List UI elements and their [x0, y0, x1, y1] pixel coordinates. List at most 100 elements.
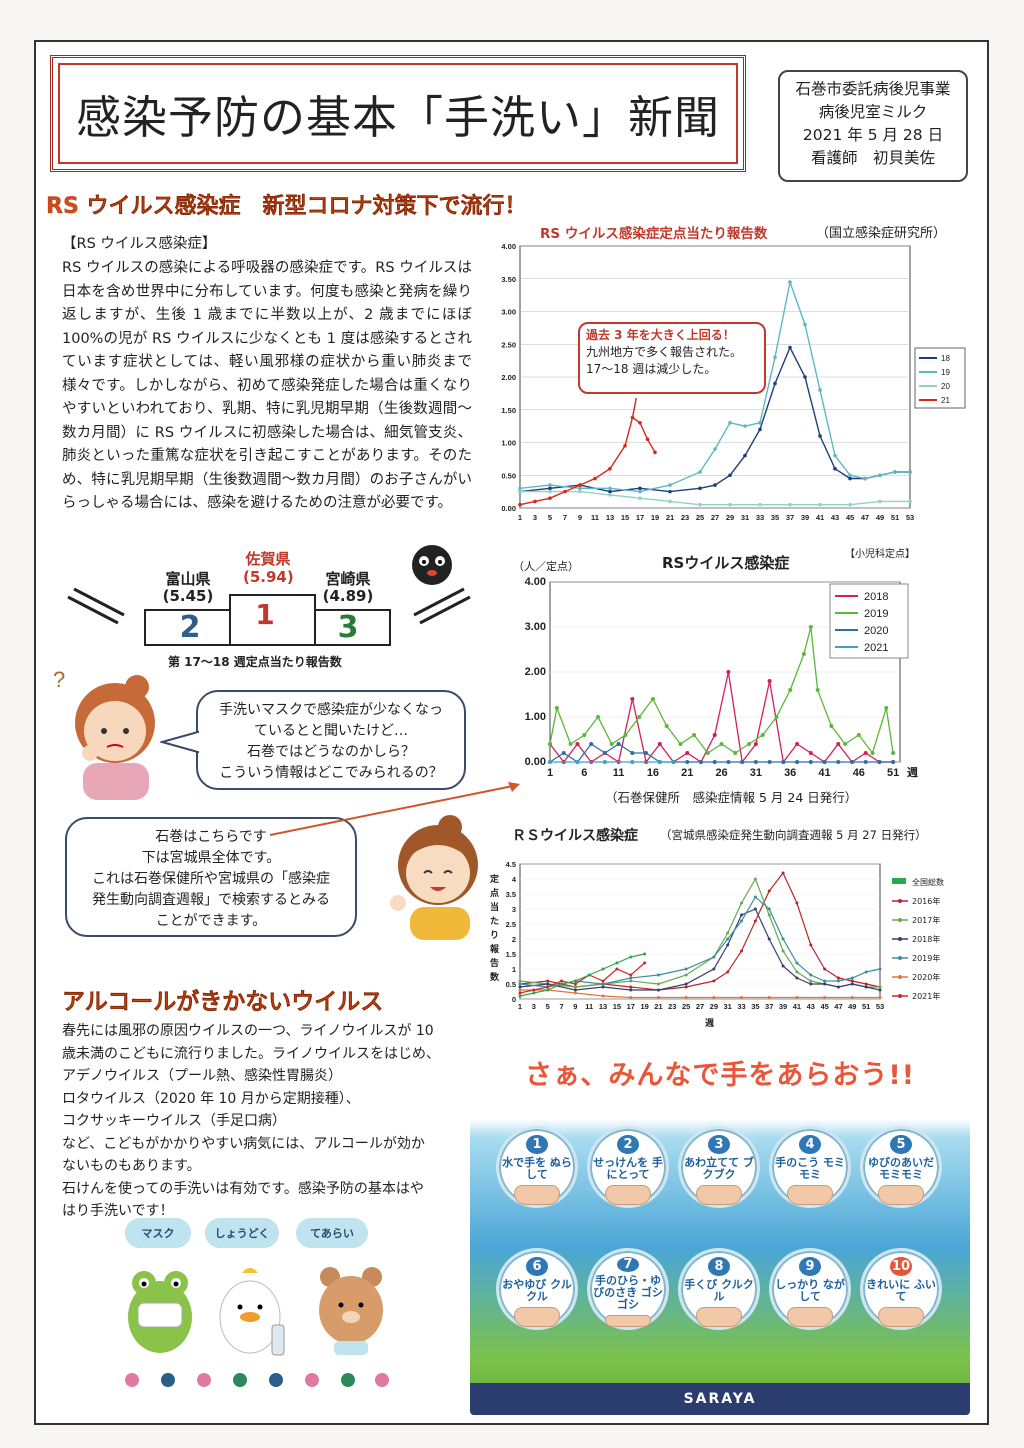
data-point: [788, 502, 792, 507]
data-point: [753, 877, 757, 881]
data-point: [656, 988, 660, 992]
data-point: [629, 973, 633, 977]
poster-title: さぁ、みんなで手をあらおう!!: [524, 1060, 916, 1091]
data-point: [850, 996, 854, 999]
data-point: [848, 502, 852, 507]
right-speed-lines: [413, 587, 471, 625]
data-point: [758, 421, 762, 425]
y-axis-char: た: [490, 916, 499, 927]
x-tick-label: 51: [891, 513, 899, 522]
data-point: [623, 443, 627, 448]
data-point: [712, 996, 716, 999]
x-axis-suffix: 週: [907, 765, 918, 779]
y-tick-label: 1.5: [506, 950, 516, 959]
annotation-line: 過去 3 年を大きく上回る！: [586, 328, 735, 342]
x-tick-label: 13: [606, 513, 614, 522]
handwash-step: 1 水で手を ぬらして: [496, 1126, 578, 1208]
chart1-source: （国立感染症研究所）: [816, 226, 947, 241]
data-point: [726, 931, 730, 935]
data-point: [788, 345, 792, 350]
x-tick-label: 47: [861, 513, 869, 522]
x-tick-label: 51: [887, 767, 899, 779]
data-point: [698, 470, 702, 474]
hands-icon: [696, 1185, 742, 1205]
data-point: [803, 375, 807, 379]
data-point: [767, 937, 771, 941]
x-tick-label: 29: [710, 1002, 718, 1011]
data-point: [726, 937, 730, 941]
data-point: [809, 982, 813, 986]
data-point: [850, 979, 854, 983]
x-tick-label: 1: [518, 1002, 522, 1011]
decorative-paws: [125, 1373, 389, 1387]
step-number: 4: [799, 1135, 821, 1155]
data-point: [623, 733, 628, 737]
hands-icon: [787, 1185, 833, 1205]
data-point: [809, 973, 813, 977]
y-axis-char: 点: [490, 887, 499, 899]
x-tick-label: 46: [853, 767, 865, 779]
data-point: [726, 760, 731, 764]
data-point: [630, 751, 635, 755]
data-point: [638, 496, 642, 500]
data-point: [878, 499, 882, 504]
data-point: [573, 988, 577, 992]
podium-caption: 第 17～18 週定点当たり報告数: [168, 655, 342, 669]
y-tick-label: 0.50: [501, 471, 516, 480]
data-point: [753, 907, 757, 911]
chart2-corner: 【小児科定点】: [845, 549, 915, 560]
hands-icon: [787, 1307, 833, 1327]
plot-area: [519, 863, 881, 1000]
x-tick-label: 31: [750, 767, 762, 779]
data-point: [601, 982, 605, 986]
data-point: [546, 988, 550, 992]
data-point: [767, 996, 771, 999]
text-line: コクサッキーウイルス（手足口病）: [62, 1113, 286, 1129]
text-line: 歳未満のこどもに流行りました。ライノウイルスをはじめ、: [62, 1045, 440, 1062]
x-tick-label: 45: [846, 513, 854, 522]
data-point: [884, 706, 889, 710]
data-point: [864, 985, 868, 989]
series-line-2016年: [519, 871, 881, 991]
text-line: ロタウイルス（2020 年 10 月から定期接種）、: [62, 1090, 360, 1107]
x-tick-label: 49: [876, 513, 884, 522]
data-point: [609, 742, 614, 746]
handwash-step: 2 せっけんを 手にとって: [587, 1126, 669, 1208]
data-point: [712, 733, 717, 737]
data-point: [698, 486, 702, 491]
data-point: [740, 760, 745, 764]
data-point: [781, 949, 785, 953]
x-tick-label: 43: [807, 1002, 815, 1011]
data-point: [615, 961, 619, 965]
step-number: 2: [617, 1135, 639, 1155]
bubble-tail: [160, 730, 200, 754]
data-point: [747, 742, 752, 746]
data-point: [578, 483, 582, 487]
data-point: [795, 961, 799, 965]
second-value: (5.45): [162, 587, 214, 605]
legend-marker: [898, 918, 902, 922]
mascot-label-handwash: てあらい: [296, 1218, 368, 1248]
x-tick-label: 11: [585, 1002, 593, 1011]
data-point: [684, 967, 688, 971]
data-point: [518, 982, 522, 986]
data-point: [773, 381, 777, 386]
data-point: [629, 979, 633, 983]
data-point: [668, 483, 672, 487]
question-bubble: 手洗いマスクで感染症が少なくなっ ているとと聞いたけど… 石巻ではどうなのかしら…: [196, 690, 466, 790]
y-tick-label: 0: [512, 995, 516, 1004]
x-tick-label: 36: [784, 767, 796, 779]
legend-label: 2020年: [912, 972, 940, 982]
data-point: [795, 970, 799, 974]
hands-icon: [605, 1315, 651, 1327]
data-point: [653, 450, 657, 455]
data-point: [809, 943, 813, 947]
data-point: [560, 982, 564, 986]
data-point: [518, 994, 522, 998]
title-frame: 感染予防の基本「手洗い」新聞: [50, 55, 746, 172]
data-point: [608, 489, 612, 494]
step-number: 8: [708, 1257, 730, 1277]
data-point: [891, 751, 896, 755]
hands-icon: [696, 1307, 742, 1327]
data-point: [684, 996, 688, 999]
